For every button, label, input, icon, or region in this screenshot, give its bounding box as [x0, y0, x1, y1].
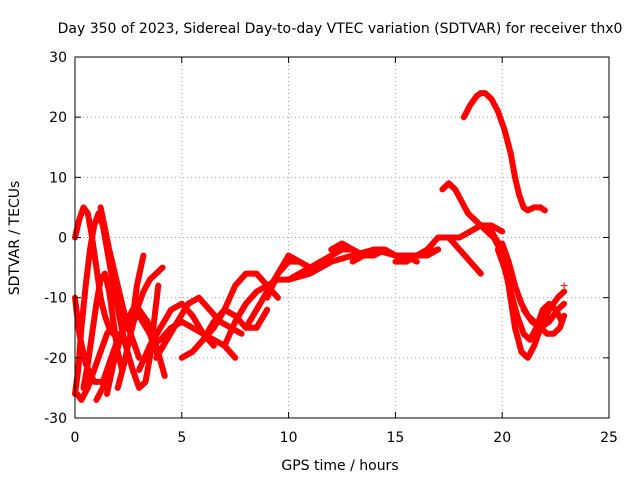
- y-tick-label: 20: [49, 110, 67, 126]
- series-sat-ac: [520, 300, 568, 331]
- chart-title: Day 350 of 2023, Sidereal Day-to-day VTE…: [58, 21, 623, 37]
- series-sat-k: [146, 318, 239, 361]
- series-sat-w: [445, 234, 484, 277]
- y-tick-label: -20: [44, 351, 67, 367]
- series-sat-f: [97, 204, 143, 361]
- series-sat-l: [136, 300, 217, 373]
- y-tick-label: 30: [49, 50, 67, 66]
- tick-labels: 0 5 10 15 20 25 -30 -20 -10 0 10 20 30: [44, 50, 618, 446]
- series-sat-e: [80, 270, 125, 391]
- x-tick-label: 20: [493, 430, 511, 446]
- y-tick-label: 10: [49, 170, 67, 186]
- series-sat-t: [328, 240, 420, 265]
- series-sat-aa: [494, 246, 565, 343]
- x-tick-label: 0: [71, 430, 80, 446]
- data-point-marker: [560, 282, 568, 290]
- x-tick-label: 25: [600, 430, 618, 446]
- y-axis-label: SDTVAR / TECUs: [7, 181, 23, 296]
- x-tick-label: 5: [177, 430, 186, 446]
- series-sat-d: [74, 324, 115, 403]
- series-sat-u: [349, 246, 442, 265]
- series-sat-z: [477, 222, 568, 361]
- series-layer: [72, 90, 568, 403]
- y-tick-label: -10: [44, 291, 67, 307]
- series-sat-j: [114, 252, 147, 391]
- series-sat-m: [153, 294, 245, 361]
- grid: [75, 57, 609, 418]
- y-tick-label: 0: [58, 231, 67, 247]
- x-axis-label: GPS time / hours: [281, 458, 398, 474]
- series-sat-y: [460, 90, 548, 214]
- x-tick-label: 10: [280, 430, 298, 446]
- x-tick-label: 15: [386, 430, 404, 446]
- y-tick-label: -30: [44, 411, 67, 427]
- ticks: [74, 56, 610, 419]
